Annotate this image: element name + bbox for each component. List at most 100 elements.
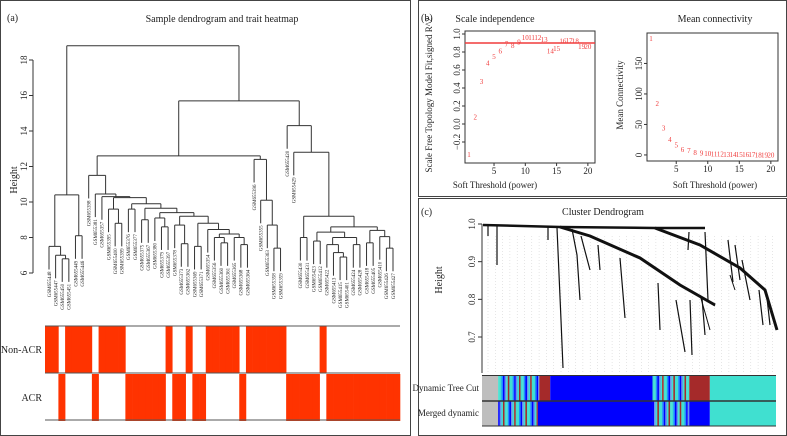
sample-label: GSM655400 [114, 248, 119, 274]
module-color-stripe [515, 401, 518, 426]
module-color-stripe [662, 401, 664, 426]
sample-label: GSM655356 [213, 262, 218, 288]
module-color-stripe [514, 401, 516, 426]
heatmap-cell-nonacr [98, 326, 106, 373]
module-color-block [537, 401, 653, 426]
data-point-label: 10 [522, 34, 530, 42]
module-color-stripe [679, 401, 682, 426]
sample-label: GSM655424 [352, 269, 357, 295]
x-tick-label: 15 [552, 166, 562, 176]
heatmap-cell-acr [292, 374, 300, 421]
heatmap-cell-nonacr [212, 326, 220, 373]
panel-b-frame [418, 0, 787, 197]
y-tick-label: 0 [634, 152, 644, 157]
module-color-stripe [533, 376, 536, 401]
module-color-stripe [654, 376, 656, 401]
module-color-stripe [506, 376, 508, 401]
cluster-dendrogram-title: Cluster Dendrogram [562, 207, 644, 218]
module-color-stripe [507, 376, 510, 401]
heatmap-cell-acr [339, 374, 347, 421]
sample-label: GSM655355 [259, 225, 264, 251]
data-point-label: 11 [528, 34, 535, 42]
module-color-stripe [666, 401, 669, 426]
heatmap-cell-acr [373, 374, 381, 421]
module-color-block [550, 376, 653, 401]
y-tick-label: 12 [19, 162, 29, 171]
module-color-stripe [673, 401, 676, 426]
sample-label: GSM655381 [94, 219, 99, 245]
sample-label: GSM655413 [332, 277, 337, 303]
heatmap-cell-acr [312, 374, 320, 421]
mean-connectivity-xlabel: Soft Threshold (power) [673, 180, 757, 190]
module-color-stripe [504, 401, 507, 426]
module-color-stripe [687, 401, 690, 426]
data-point-label: 19 [578, 43, 586, 51]
module-color-stripe [520, 401, 523, 426]
cluster-dendrogram-ylabel: Height [434, 266, 445, 293]
heatmap-cell-acr [158, 374, 166, 421]
module-color-stripe [501, 376, 504, 401]
sample-label: GSM655364 [246, 269, 251, 295]
panel-a-y-axis: 6 8 10 12 14 16 18 [19, 55, 34, 275]
module-color-stripe [682, 401, 685, 426]
module-color-stripe [668, 401, 671, 426]
sample-labels: GSM655448 GSM655447 GSM655450 GSM655451GSM6… [48, 150, 397, 309]
module-color-stripe [662, 376, 664, 401]
module-color-stripe [682, 376, 685, 401]
module-color-stripe [679, 376, 682, 401]
sample-label: GSM655405 [372, 267, 377, 293]
sample-label: GSM655446 [81, 260, 86, 286]
module-color-stripe [502, 376, 505, 401]
heatmap-cell-nonacr [259, 326, 267, 373]
module-color-stripe [526, 401, 529, 426]
module-color-stripe [518, 401, 521, 426]
data-point-label: 12 [717, 151, 725, 159]
heatmap-cell-nonacr [165, 326, 173, 373]
module-color-stripe [499, 376, 502, 401]
module-color-stripe [657, 376, 660, 401]
module-color-stripe [525, 401, 528, 426]
module-color-stripe [538, 376, 540, 401]
gene-dendrogram [482, 223, 779, 369]
sample-label: GSM655359 [279, 273, 284, 299]
module-color-stripe [536, 401, 538, 426]
data-point-label: 16 [559, 38, 567, 46]
data-point-label: 14 [730, 151, 738, 159]
heatmap-cell-acr [138, 374, 146, 421]
module-color-stripe [534, 401, 537, 426]
module-color-stripe [670, 401, 672, 426]
data-point-label: 13 [723, 151, 731, 159]
sample-label: GSM655378 [173, 250, 178, 276]
module-color-stripe [517, 376, 520, 401]
y-tick-label: 0.8 [467, 293, 477, 305]
scale-independence-title: Scale independence [455, 14, 535, 25]
sample-label: GSM655399 [121, 248, 126, 274]
x-tick-label: 20 [766, 164, 776, 174]
data-point-label: 5 [674, 142, 678, 150]
module-color-stripe [665, 401, 668, 426]
sample-label: GSM655369 [193, 271, 198, 297]
module-color-stripe [523, 376, 526, 401]
module-color-stripe [515, 376, 518, 401]
module-color-stripe [686, 401, 688, 426]
sample-label: GSM655380 [154, 243, 159, 269]
data-point-label: 3 [480, 78, 484, 86]
heatmap-cell-acr [353, 374, 361, 421]
module-color-stripe [517, 401, 520, 426]
x-tick-label: 5 [674, 164, 679, 174]
module-color-stripe [663, 376, 666, 401]
y-tick-label: 1.0 [452, 28, 462, 40]
heatmap-cell-nonacr [71, 326, 79, 373]
heatmap-cell-acr [286, 374, 294, 421]
sample-label: GSM655422 [326, 269, 331, 295]
data-point-label: 15 [736, 151, 744, 159]
sample-label: GSM655427 [392, 273, 397, 299]
sample-label: GSM655448 [48, 271, 53, 297]
heatmap-cell-acr [379, 374, 387, 421]
module-color-stripe [530, 401, 532, 426]
sample-label: GSM655420 [286, 150, 291, 176]
heatmap-cell-acr [326, 374, 334, 421]
module-color-stripe [676, 376, 679, 401]
